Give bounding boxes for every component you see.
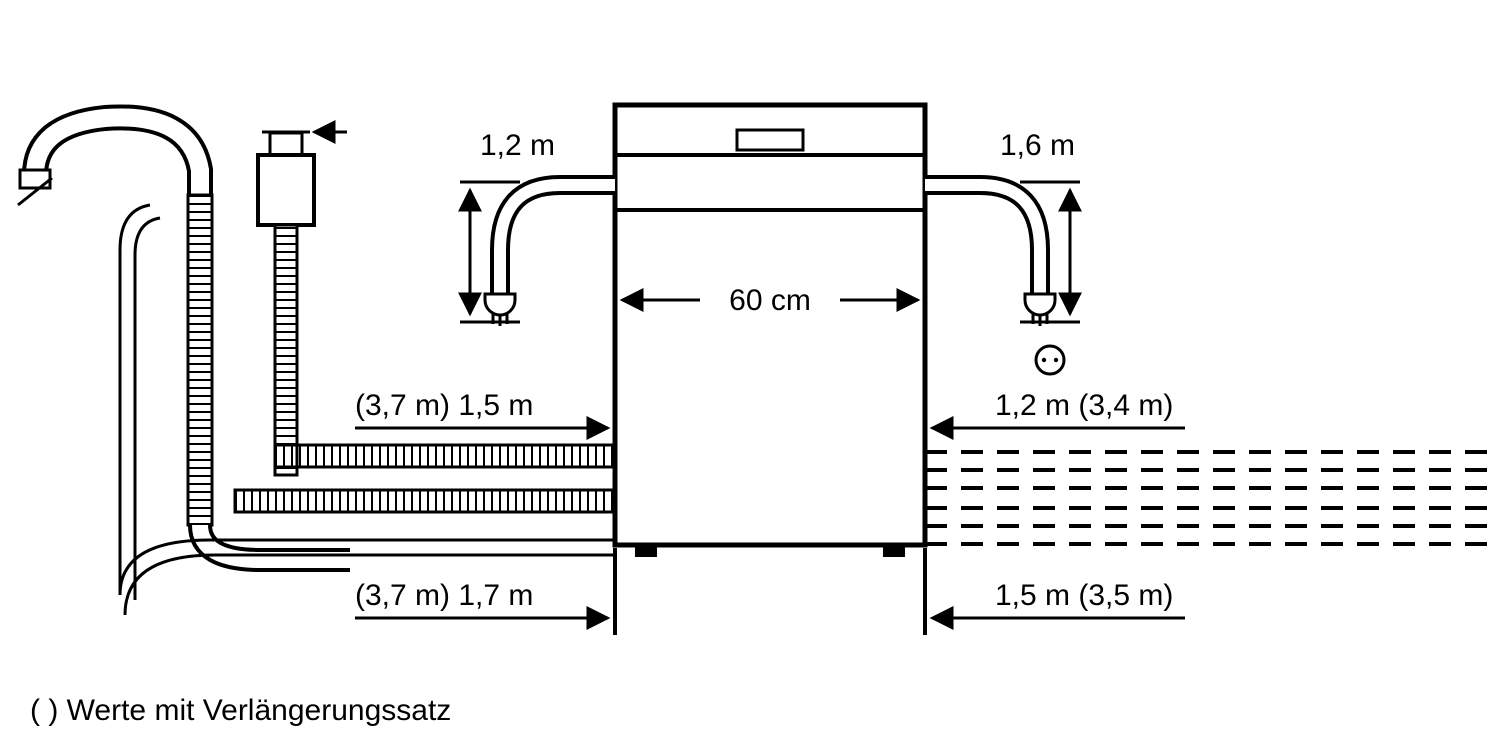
right-hoses <box>925 452 1490 544</box>
right-upper-hose-label: 1,2 m (3,4 m) <box>995 389 1173 422</box>
appliance-body <box>615 105 925 635</box>
diagram-canvas: (3,7 m) 1,5 m (3,7 m) 1,7 m 60 cm 1,2 <box>0 0 1500 750</box>
left-upper-hose-label: (3,7 m) 1,5 m <box>355 389 533 422</box>
footnote: ( ) Werte mit Verlängerungssatz <box>30 694 451 727</box>
width-label: 60 cm <box>729 284 811 317</box>
left-lower-hose-label: (3,7 m) 1,7 m <box>355 579 533 612</box>
left-cable-label: 1,2 m <box>480 129 555 162</box>
right-cable <box>925 182 1080 374</box>
aquastop-valve <box>258 132 347 475</box>
left-cable <box>460 182 615 326</box>
right-cable-label: 1,6 m <box>1000 129 1075 162</box>
right-lower-hose-label: 1,5 m (3,5 m) <box>995 579 1173 612</box>
